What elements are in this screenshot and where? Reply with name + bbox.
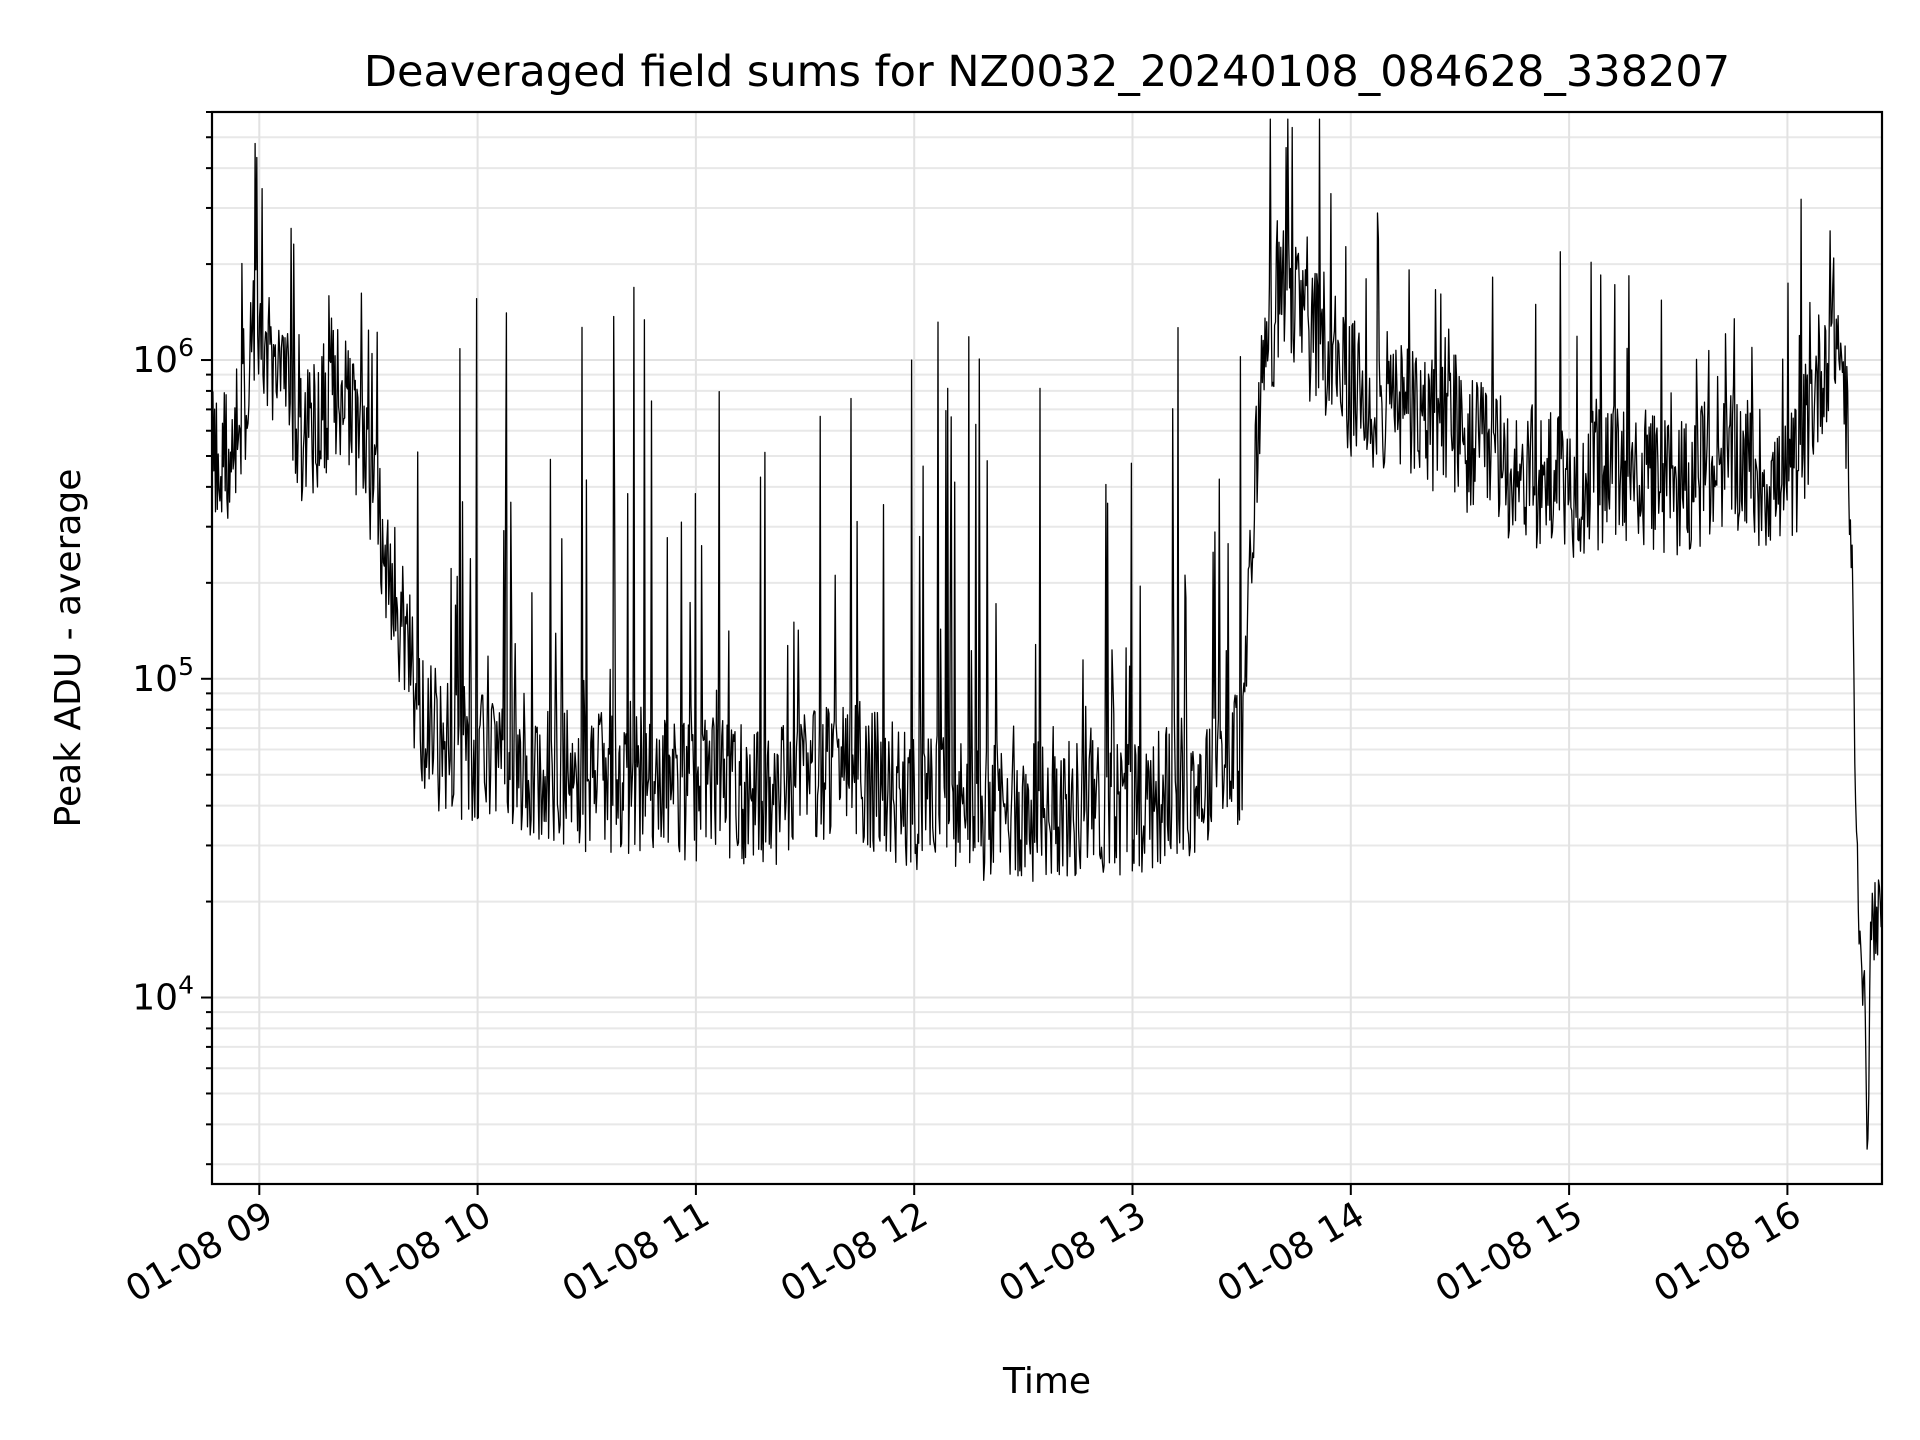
x-tick-label: 01-08 11 bbox=[556, 1194, 717, 1310]
x-tick-label: 01-08 13 bbox=[992, 1194, 1153, 1310]
x-tick-label: 01-08 16 bbox=[1647, 1194, 1808, 1310]
y-tick-label: 106 bbox=[132, 333, 194, 381]
y-tick-exponent: 4 bbox=[178, 971, 194, 1000]
y-tick-base: 10 bbox=[132, 978, 178, 1019]
y-tick-exponent: 5 bbox=[178, 652, 194, 681]
y-tick-base: 10 bbox=[132, 659, 178, 700]
x-tick-label: 01-08 12 bbox=[774, 1194, 935, 1310]
x-axis: 01-08 09 01-08 10 01-08 11 01-08 12 01-08 13… bbox=[119, 1184, 1808, 1311]
x-tick-label: 01-08 15 bbox=[1429, 1194, 1590, 1310]
x-tick-label: 01-08 10 bbox=[337, 1194, 498, 1310]
x-tick-label: 01-08 09 bbox=[119, 1194, 280, 1310]
y-tick-base: 10 bbox=[132, 340, 178, 381]
y-axis-label: Peak ADU - average bbox=[48, 469, 89, 828]
y-tick-exponent: 6 bbox=[178, 333, 194, 362]
y-tick-label: 104 bbox=[132, 971, 194, 1019]
x-tick-label: 01-08 14 bbox=[1211, 1194, 1372, 1310]
x-axis-label: Time bbox=[1002, 1361, 1091, 1402]
series-layer bbox=[211, 118, 1883, 1150]
series-line bbox=[211, 118, 1883, 1150]
chart-title: Deaveraged field sums for NZ0032_2024010… bbox=[364, 47, 1730, 97]
plot-frame bbox=[210, 110, 1884, 1186]
y-tick-label: 105 bbox=[132, 652, 194, 700]
